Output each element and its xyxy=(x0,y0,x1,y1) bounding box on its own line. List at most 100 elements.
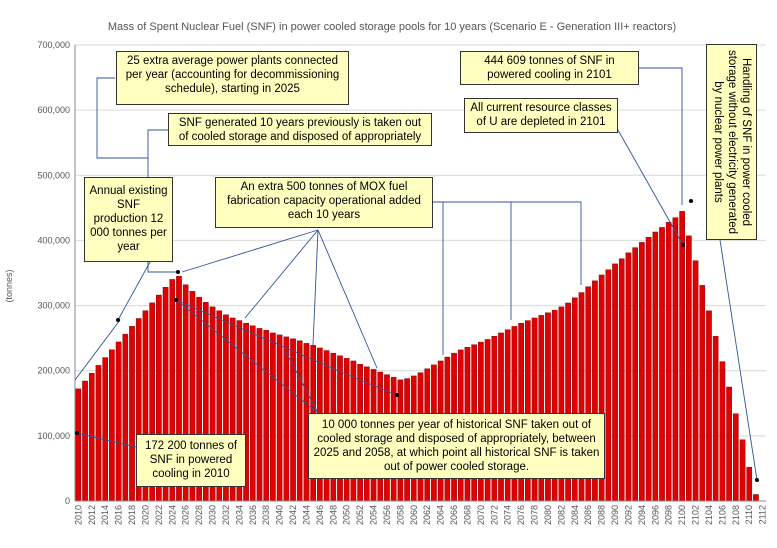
x-tick-label: 2078 xyxy=(530,505,540,525)
x-tick-label: 2066 xyxy=(449,505,459,525)
annotation-annual-production: Annual existing SNF production 12 000 to… xyxy=(84,177,173,262)
x-tick-label: 2046 xyxy=(315,505,325,525)
bar-2089 xyxy=(605,269,612,502)
connector-handling xyxy=(719,239,758,481)
x-tick-label: 2112 xyxy=(758,505,768,524)
bar-2096 xyxy=(652,231,659,502)
x-tick-label: 2012 xyxy=(87,505,97,525)
x-tick-label: 2042 xyxy=(288,505,298,525)
x-tick-label: 2090 xyxy=(610,505,620,525)
bar-2103 xyxy=(699,285,706,502)
annotation-connectors xyxy=(74,67,759,482)
x-tick-label: 2070 xyxy=(476,505,486,525)
x-tick-label: 2080 xyxy=(543,505,553,525)
bar-2011 xyxy=(82,380,88,502)
bar-2093 xyxy=(632,247,638,502)
x-tick-label: 2086 xyxy=(583,505,593,525)
x-tick-label: 2076 xyxy=(516,505,526,525)
connector-25-plants xyxy=(96,77,178,273)
y-tick-label: 0 xyxy=(65,496,70,506)
x-tick-label: 2032 xyxy=(221,505,231,525)
bar-2106 xyxy=(719,361,726,502)
x-tick-label: 2010 xyxy=(73,505,83,525)
bar-2040 xyxy=(276,334,283,502)
bar-2101 xyxy=(686,235,692,502)
bar-2099 xyxy=(672,217,679,502)
annotation-mox: An extra 500 tonnes of MOX fuel fabricat… xyxy=(215,177,433,228)
x-tick-label: 2060 xyxy=(409,505,419,525)
bar-2094 xyxy=(639,242,645,502)
x-tick-label: 2020 xyxy=(140,505,150,525)
connector-annual-1 xyxy=(74,319,121,381)
y-tick-label: 600,000 xyxy=(37,105,70,115)
x-tick-label: 2044 xyxy=(301,505,311,525)
bar-2015 xyxy=(109,349,115,502)
x-tick-label: 2054 xyxy=(369,505,379,525)
bar-2095 xyxy=(645,236,652,502)
y-tick-label: 500,000 xyxy=(37,170,70,180)
y-axis-label: (tonnes) xyxy=(4,269,14,302)
bar-2110 xyxy=(746,466,753,502)
bar-2092 xyxy=(625,252,632,502)
y-tick-label: 400,000 xyxy=(37,235,70,245)
bar-2109 xyxy=(739,439,746,502)
connector-dot-2101 xyxy=(689,199,693,203)
bar-2038 xyxy=(263,330,270,502)
bar-2036 xyxy=(249,325,256,502)
y-tick-label: 100,000 xyxy=(37,431,70,441)
y-tick-label: 200,000 xyxy=(37,366,70,376)
x-tick-label: 2082 xyxy=(556,505,566,525)
x-tick-label: 2084 xyxy=(570,505,580,525)
x-tick-label: 2102 xyxy=(691,505,701,525)
connector-mox-1 xyxy=(181,229,319,273)
x-tick-label: 2014 xyxy=(100,505,110,525)
annotation-2010: 172 200 tonnes of SNF in powered cooling… xyxy=(136,434,246,487)
bar-2014 xyxy=(102,357,109,502)
x-tick-label: 2100 xyxy=(677,505,687,525)
connector-snf-10-years xyxy=(147,129,168,158)
connector-dot-end xyxy=(755,478,759,482)
annotation-historical: 10 000 tonnes per year of historical SNF… xyxy=(308,413,605,479)
connector-dot-annual xyxy=(116,318,120,322)
bar-2100 xyxy=(679,211,685,502)
x-tick-label: 2030 xyxy=(208,505,218,525)
annotation-25-plants: 25 extra average power plants connected … xyxy=(116,51,349,105)
chart-title: Mass of Spent Nuclear Fuel (SNF) in powe… xyxy=(108,21,676,33)
x-tick-label: 2108 xyxy=(731,505,741,525)
bar-2042 xyxy=(290,338,296,502)
x-tick-label: 2098 xyxy=(664,505,674,525)
x-tick-label: 2052 xyxy=(355,505,365,525)
connector-mox-4 xyxy=(317,229,378,369)
x-tick-label: 2092 xyxy=(623,505,633,525)
x-tick-label: 2096 xyxy=(650,505,660,525)
connector-dot-2010 xyxy=(75,431,79,435)
connector-dot-2025 xyxy=(176,270,180,274)
x-tick-label: 2050 xyxy=(342,505,352,525)
y-tick-label: 700,000 xyxy=(37,40,70,50)
bar-2111 xyxy=(753,494,759,502)
x-tick-label: 2040 xyxy=(275,505,285,525)
bar-2091 xyxy=(618,258,625,502)
x-tick-label: 2062 xyxy=(422,505,432,525)
x-tick-label: 2110 xyxy=(744,505,754,524)
connector-444609 xyxy=(639,67,683,205)
bar-2105 xyxy=(712,335,719,502)
x-tick-label: 2068 xyxy=(462,505,472,525)
bar-2013 xyxy=(95,365,102,502)
connector-dot-historical xyxy=(174,298,178,302)
annotation-snf-10-years: SNF generated 10 years previously is tak… xyxy=(168,113,432,146)
connector-dot-depleted xyxy=(681,243,685,247)
bar-2107 xyxy=(726,386,732,502)
bar-2010 xyxy=(75,388,82,502)
bar-2016 xyxy=(115,341,122,502)
x-tick-label: 2048 xyxy=(328,505,338,525)
connector-dot-2058 xyxy=(395,393,399,397)
x-tick-label: 2018 xyxy=(127,505,137,525)
x-tick-label: 2022 xyxy=(154,505,164,525)
bar-2043 xyxy=(296,340,303,502)
connector-historical-2 xyxy=(285,351,319,414)
x-tick-label: 2036 xyxy=(248,505,258,525)
x-tick-label: 2034 xyxy=(234,505,244,525)
connector-historical-1 xyxy=(175,299,398,414)
connector-mox-7 xyxy=(432,201,582,285)
